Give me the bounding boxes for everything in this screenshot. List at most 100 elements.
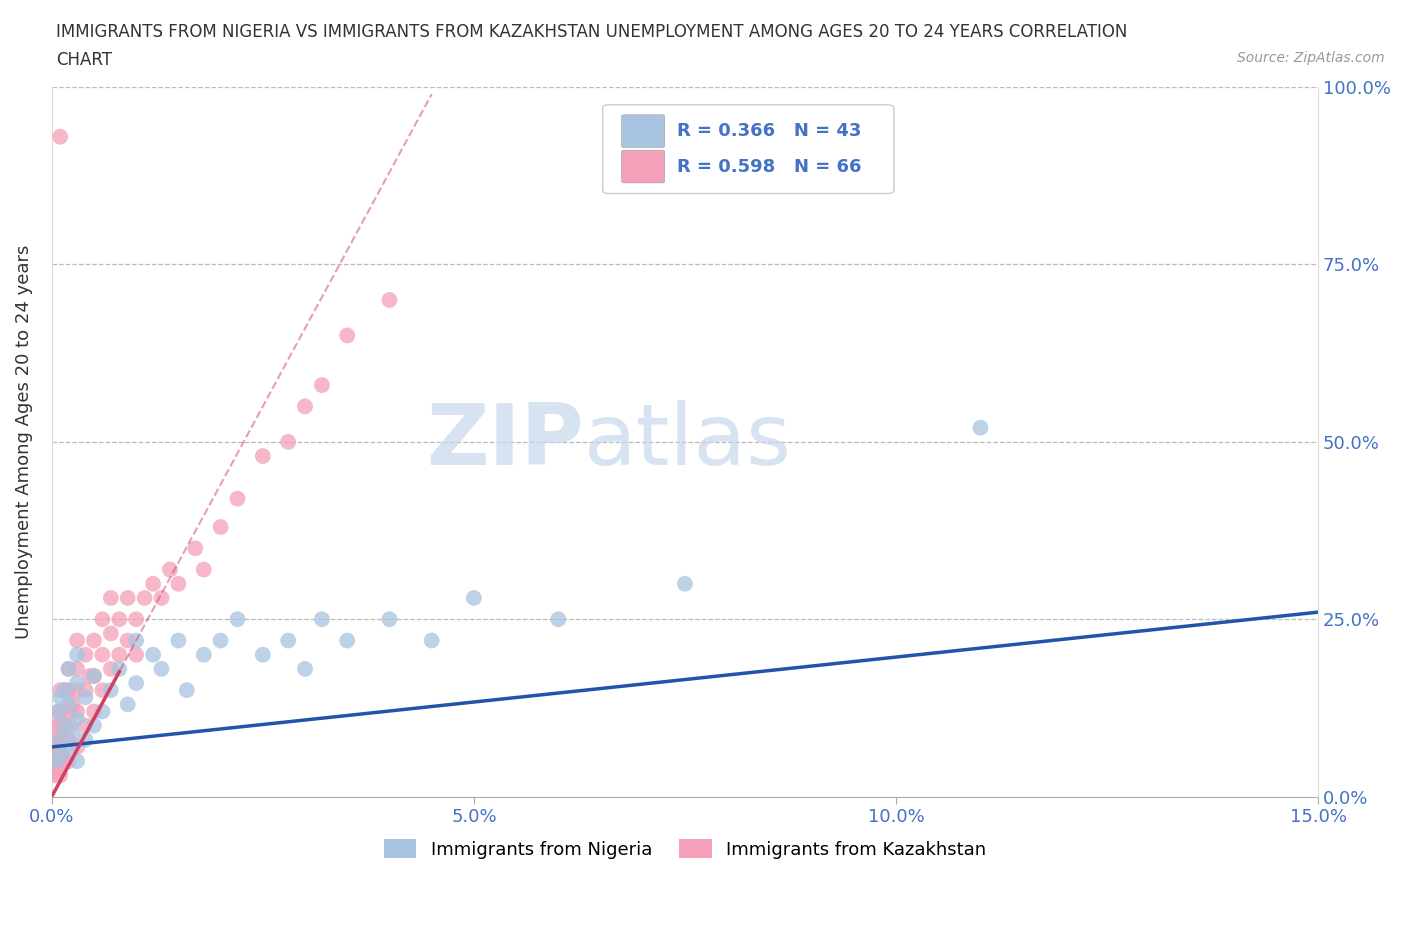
Point: [79, 669, 101, 684]
Point: [83, 704, 105, 719]
Point: [336, 328, 359, 343]
Point: [58, 704, 80, 719]
Point: [673, 577, 696, 591]
Point: [66, 633, 89, 648]
Point: [45, 718, 67, 733]
Point: [100, 626, 122, 641]
Point: [59, 718, 82, 733]
Point: [75, 647, 97, 662]
Point: [150, 591, 173, 605]
Point: [108, 647, 131, 662]
Point: [294, 399, 316, 414]
Text: CHART: CHART: [56, 51, 112, 69]
Point: [100, 661, 122, 676]
Point: [51, 747, 73, 762]
Point: [378, 293, 401, 308]
Point: [117, 591, 139, 605]
Point: [58, 739, 80, 754]
Point: [125, 633, 148, 648]
Text: R = 0.366   N = 43: R = 0.366 N = 43: [678, 122, 862, 140]
Text: R = 0.598   N = 66: R = 0.598 N = 66: [678, 157, 862, 176]
Point: [48, 753, 70, 768]
Point: [45, 761, 67, 776]
Point: [53, 683, 76, 698]
Point: [193, 647, 215, 662]
Point: [226, 612, 249, 627]
Point: [66, 683, 89, 698]
Point: [51, 704, 73, 719]
Point: [184, 541, 207, 556]
Point: [336, 633, 359, 648]
Point: [58, 661, 80, 676]
Point: [311, 378, 333, 392]
Point: [49, 733, 72, 748]
Point: [209, 633, 232, 648]
Point: [100, 591, 122, 605]
Point: [49, 690, 72, 705]
Y-axis label: Unemployment Among Ages 20 to 24 years: Unemployment Among Ages 20 to 24 years: [15, 245, 32, 639]
Point: [49, 129, 72, 144]
Point: [75, 683, 97, 698]
Point: [91, 704, 114, 719]
Point: [66, 647, 89, 662]
Point: [66, 739, 89, 754]
Point: [44, 733, 66, 748]
Point: [134, 591, 156, 605]
Point: [75, 690, 97, 705]
Text: atlas: atlas: [583, 400, 792, 484]
Point: [66, 661, 89, 676]
Point: [58, 683, 80, 698]
Point: [117, 633, 139, 648]
Point: [66, 704, 89, 719]
Point: [53, 718, 76, 733]
Point: [150, 661, 173, 676]
Point: [209, 520, 232, 535]
Point: [58, 733, 80, 748]
Point: [66, 711, 89, 726]
Point: [420, 633, 443, 648]
Point: [142, 577, 165, 591]
Point: [53, 718, 76, 733]
Point: [42, 753, 65, 768]
Point: [252, 448, 274, 463]
Point: [58, 697, 80, 711]
Point: [176, 683, 198, 698]
Point: [49, 768, 72, 783]
Point: [83, 669, 105, 684]
Point: [58, 753, 80, 768]
Point: [277, 434, 299, 449]
Point: [62, 725, 84, 740]
Point: [226, 491, 249, 506]
Point: [51, 747, 73, 762]
Point: [108, 661, 131, 676]
Point: [62, 697, 84, 711]
Point: [167, 633, 190, 648]
Point: [48, 704, 70, 719]
Point: [378, 612, 401, 627]
Point: [83, 718, 105, 733]
Point: [49, 718, 72, 733]
Point: [547, 612, 569, 627]
Text: IMMIGRANTS FROM NIGERIA VS IMMIGRANTS FROM KAZAKHSTAN UNEMPLOYMENT AMONG AGES 20: IMMIGRANTS FROM NIGERIA VS IMMIGRANTS FR…: [56, 23, 1128, 41]
FancyBboxPatch shape: [621, 151, 665, 183]
Point: [159, 562, 181, 577]
Text: ZIP: ZIP: [426, 400, 583, 484]
Point: [45, 747, 67, 762]
Point: [91, 683, 114, 698]
Point: [108, 612, 131, 627]
Point: [75, 718, 97, 733]
Point: [91, 612, 114, 627]
Point: [277, 633, 299, 648]
Point: [49, 683, 72, 698]
Point: [167, 577, 190, 591]
Point: [125, 647, 148, 662]
Point: [44, 768, 66, 783]
Point: [252, 647, 274, 662]
Point: [311, 612, 333, 627]
Legend: Immigrants from Nigeria, Immigrants from Kazakhstan: Immigrants from Nigeria, Immigrants from…: [384, 839, 986, 858]
Point: [66, 676, 89, 691]
Point: [463, 591, 485, 605]
Point: [117, 697, 139, 711]
FancyBboxPatch shape: [621, 114, 665, 148]
Point: [48, 704, 70, 719]
